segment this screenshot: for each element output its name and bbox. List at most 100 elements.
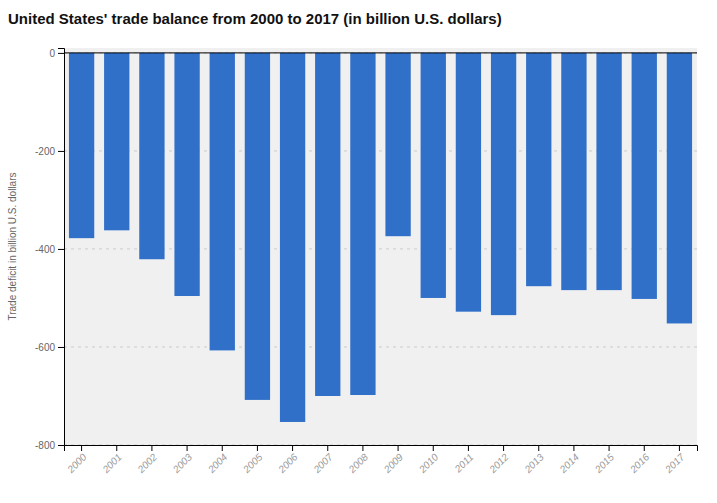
y-tick: -200 [35, 146, 64, 157]
bars [64, 53, 697, 422]
bar [350, 53, 375, 395]
x-tick-label: 2008 [346, 451, 371, 476]
x-tick: 2000 [64, 445, 89, 476]
x-tick-mark [81, 445, 82, 451]
y-axis-line [58, 49, 65, 446]
x-tick: 2007 [311, 445, 336, 476]
x-tick-mark [573, 445, 574, 451]
x-tick-mark [327, 445, 328, 451]
bar [526, 53, 551, 286]
x-tick: 2016 [627, 445, 652, 476]
x-tick-label: 2001 [100, 451, 124, 475]
x-tick: 2008 [346, 445, 371, 476]
x-tick-label: 2013 [522, 451, 547, 476]
x-tick-mark [609, 445, 610, 451]
x-tick-mark [187, 445, 188, 451]
x-tick-mark [151, 445, 152, 451]
x-tick: 2003 [170, 445, 195, 476]
y-tick: -400 [35, 244, 64, 255]
x-tick: 2014 [557, 445, 582, 476]
x-tick: 2010 [416, 445, 441, 476]
x-tick: 2002 [135, 445, 160, 476]
x-tick-mark [538, 445, 539, 451]
bar [280, 53, 305, 422]
x-tick-label: 2011 [452, 451, 476, 475]
bar [491, 53, 516, 315]
x-tick-label: 2015 [592, 451, 617, 476]
bar [456, 53, 481, 312]
y-tick-label: -600 [35, 342, 55, 353]
x-tick: 2006 [275, 445, 300, 476]
x-tick-label: 2010 [416, 451, 441, 476]
x-tick-mark [644, 445, 645, 451]
baseline [64, 52, 697, 53]
y-tick: -600 [35, 342, 64, 353]
x-tick: 2013 [522, 445, 547, 476]
x-tick: 2005 [240, 445, 265, 476]
x-tick-label: 2007 [311, 451, 336, 476]
plot: 0-200-400-600-80020002001200220032004200… [35, 48, 698, 476]
bar [561, 53, 586, 290]
x-tick: 2004 [205, 445, 230, 476]
y-tick-mark [58, 53, 64, 54]
x-tick-mark [468, 445, 469, 451]
bar [104, 53, 129, 230]
y-tick-label: -200 [35, 146, 55, 157]
y-tick: -800 [35, 440, 64, 451]
bar [596, 53, 621, 290]
y-tick-label: -800 [35, 440, 55, 451]
bar [245, 53, 270, 400]
x-tick-mark [292, 445, 293, 451]
x-tick-label: 2009 [381, 451, 406, 476]
grid [64, 53, 697, 445]
x-tick-label: 2005 [240, 451, 265, 476]
x-tick-label: 2002 [135, 451, 160, 476]
x-tick-mark [503, 445, 504, 451]
y-axis: 0 -200 -400 -600 -800 [35, 48, 65, 451]
bar [69, 53, 94, 238]
bar [632, 53, 657, 299]
x-tick-mark [398, 445, 399, 451]
y-tick: 0 [49, 48, 64, 59]
bar [139, 53, 164, 259]
title: United States' trade balance from 2000 t… [8, 10, 502, 27]
x-tick-mark [433, 445, 434, 451]
x-tick-label: 2000 [64, 451, 89, 476]
bar [174, 53, 199, 296]
x-tick: 2009 [381, 445, 406, 476]
plot-background [64, 48, 697, 445]
x-tick-mark [257, 445, 258, 451]
y-axis-title: Trade deficit in billion U.S. dollars [7, 172, 18, 320]
bar [385, 53, 410, 236]
y-tick-mark [58, 249, 64, 250]
x-tick-label: 2014 [557, 451, 582, 476]
x-tick: 2001 [100, 445, 124, 476]
x-tick-mark [222, 445, 223, 451]
chart: United States' trade balance from 2000 t… [0, 0, 717, 503]
y-tick-label: -400 [35, 244, 55, 255]
x-tick-label: 2003 [170, 451, 195, 476]
x-tick-label: 2006 [275, 451, 300, 476]
y-tick-mark [58, 347, 64, 348]
x-tick: 2015 [592, 445, 617, 476]
x-tick: 2012 [486, 445, 511, 476]
x-tick: 2011 [452, 445, 476, 475]
x-tick: 2017 [662, 445, 687, 476]
x-tick-label: 2017 [662, 451, 687, 476]
bar [421, 53, 446, 298]
y-tick-label: 0 [49, 48, 55, 59]
x-tick-label: 2012 [486, 451, 511, 476]
y-tick-mark [58, 151, 64, 152]
bar [210, 53, 235, 351]
x-axis: 2000 2001 2002 2003 2004 2005 2006 2007 2008 2009… [64, 445, 697, 476]
bar [667, 53, 692, 324]
x-axis-line [65, 446, 698, 452]
x-tick-label: 2016 [627, 451, 652, 476]
bar [315, 53, 340, 396]
grid-line [64, 52, 697, 53]
x-tick-label: 2004 [205, 451, 230, 476]
grid-line [64, 346, 697, 347]
x-tick-mark [116, 445, 117, 451]
x-tick-mark [679, 445, 680, 451]
y-tick-mark [58, 445, 64, 446]
